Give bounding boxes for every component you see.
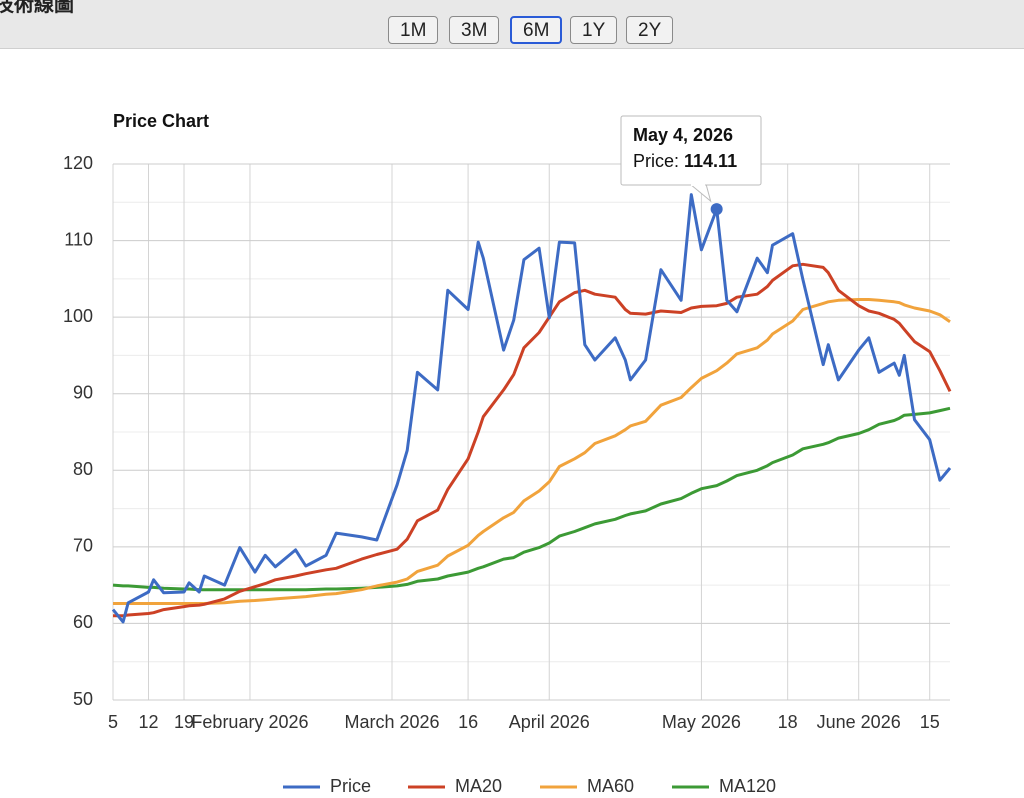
legend-label: Price <box>330 776 371 796</box>
y-tick-label: 120 <box>63 153 93 173</box>
tooltip-title: May 4, 2026 <box>633 125 733 145</box>
legend-label: MA120 <box>719 776 776 796</box>
range-button[interactable]: 1M <box>388 16 439 44</box>
tooltip-value: 114.11 <box>684 151 737 171</box>
range-button[interactable]: 6M <box>510 16 563 44</box>
y-tick-label: 80 <box>73 459 93 479</box>
x-tick-label: March 2026 <box>344 712 439 732</box>
range-button[interactable]: 1Y <box>570 16 618 44</box>
x-tick-label: April 2026 <box>509 712 590 732</box>
y-tick-label: 70 <box>73 536 93 556</box>
range-button[interactable]: 3M <box>449 16 500 44</box>
y-tick-label: 90 <box>73 382 93 402</box>
legend-label: MA20 <box>455 776 502 796</box>
y-tick-label: 50 <box>73 689 93 709</box>
series-line <box>111 193 952 624</box>
page-title: 技術線圖 <box>0 0 74 16</box>
x-tick-label: 16 <box>458 712 478 732</box>
top-bar: 技術線圖 1M 3M 6M 1Y 2Y <box>0 0 1024 49</box>
x-tick-label: June 2026 <box>817 712 901 732</box>
x-tick-label: 12 <box>138 712 158 732</box>
y-tick-label: 60 <box>73 612 93 632</box>
chart-title: Price Chart <box>113 111 209 131</box>
tooltip-text: Price: 114.11 <box>633 151 737 171</box>
range-button[interactable]: 2Y <box>626 16 674 44</box>
x-tick-label: 5 <box>108 712 118 732</box>
legend-label: MA60 <box>587 776 634 796</box>
highlight-point <box>710 203 723 216</box>
x-tick-label: 18 <box>778 712 798 732</box>
x-tick-label: 15 <box>920 712 940 732</box>
y-tick-label: 110 <box>64 229 93 249</box>
tooltip-label: Price: <box>633 151 679 171</box>
y-tick-label: 100 <box>63 306 93 326</box>
series-line <box>112 406 951 592</box>
tooltip-pointer <box>689 183 712 203</box>
x-tick-label: 19 <box>174 712 194 732</box>
tooltip-cover <box>691 183 705 186</box>
x-tick-label: February 2026 <box>191 712 308 732</box>
x-tick-label: May 2026 <box>662 712 741 732</box>
series-line <box>113 298 951 605</box>
